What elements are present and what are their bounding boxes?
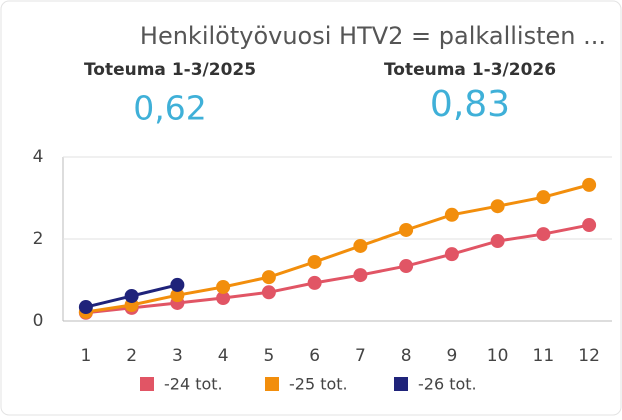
x-tick-label: 9 bbox=[446, 346, 457, 366]
data-point bbox=[353, 238, 368, 253]
x-tick-label: 12 bbox=[578, 346, 600, 366]
data-point bbox=[399, 259, 414, 274]
x-tick-label: 8 bbox=[401, 346, 412, 366]
data-point bbox=[307, 275, 322, 290]
x-tick-label: 3 bbox=[172, 346, 183, 366]
x-tick-label: 4 bbox=[218, 346, 229, 366]
data-point bbox=[216, 279, 231, 294]
data-point bbox=[353, 268, 368, 283]
data-point bbox=[307, 254, 322, 269]
kpi-label: Toteuma 1-3/2026 bbox=[384, 60, 556, 80]
data-point bbox=[261, 270, 276, 285]
data-point bbox=[124, 288, 139, 303]
data-point bbox=[582, 218, 597, 233]
data-point bbox=[261, 285, 276, 300]
y-tick-label: 0 bbox=[33, 311, 44, 331]
data-point bbox=[444, 247, 459, 262]
legend-label: -25 tot. bbox=[289, 375, 348, 394]
data-point bbox=[490, 234, 505, 249]
data-point bbox=[170, 277, 185, 292]
data-point bbox=[536, 227, 551, 242]
data-point bbox=[216, 291, 231, 306]
legend-swatch bbox=[394, 377, 408, 391]
x-tick-label: 5 bbox=[263, 346, 274, 366]
series-line bbox=[85, 183, 590, 314]
y-tick-label: 4 bbox=[33, 147, 44, 167]
kpi-label: Toteuma 1-3/2025 bbox=[84, 60, 256, 80]
kpi-value: 0,83 bbox=[430, 84, 510, 125]
data-point bbox=[490, 199, 505, 214]
legend-label: -24 tot. bbox=[164, 375, 223, 394]
x-tick-label: 2 bbox=[126, 346, 137, 366]
legend-label: -26 tot. bbox=[418, 375, 477, 394]
data-point bbox=[444, 207, 459, 222]
data-point bbox=[399, 222, 414, 237]
x-tick-label: 6 bbox=[309, 346, 320, 366]
x-tick-label: 11 bbox=[533, 346, 555, 366]
x-tick-label: 1 bbox=[80, 346, 91, 366]
legend-swatch bbox=[265, 377, 279, 391]
x-tick-label: 10 bbox=[487, 346, 509, 366]
data-point bbox=[78, 300, 93, 315]
legend-swatch bbox=[140, 377, 154, 391]
data-point bbox=[582, 177, 597, 192]
data-point bbox=[170, 288, 185, 303]
kpi-value: 0,62 bbox=[133, 89, 206, 128]
x-tick-label: 7 bbox=[355, 346, 366, 366]
title: Henkilötyövuosi HTV2 = palkallisten ... bbox=[140, 22, 606, 50]
series-line bbox=[85, 223, 590, 315]
y-tick-label: 2 bbox=[33, 229, 44, 249]
data-point bbox=[536, 190, 551, 205]
